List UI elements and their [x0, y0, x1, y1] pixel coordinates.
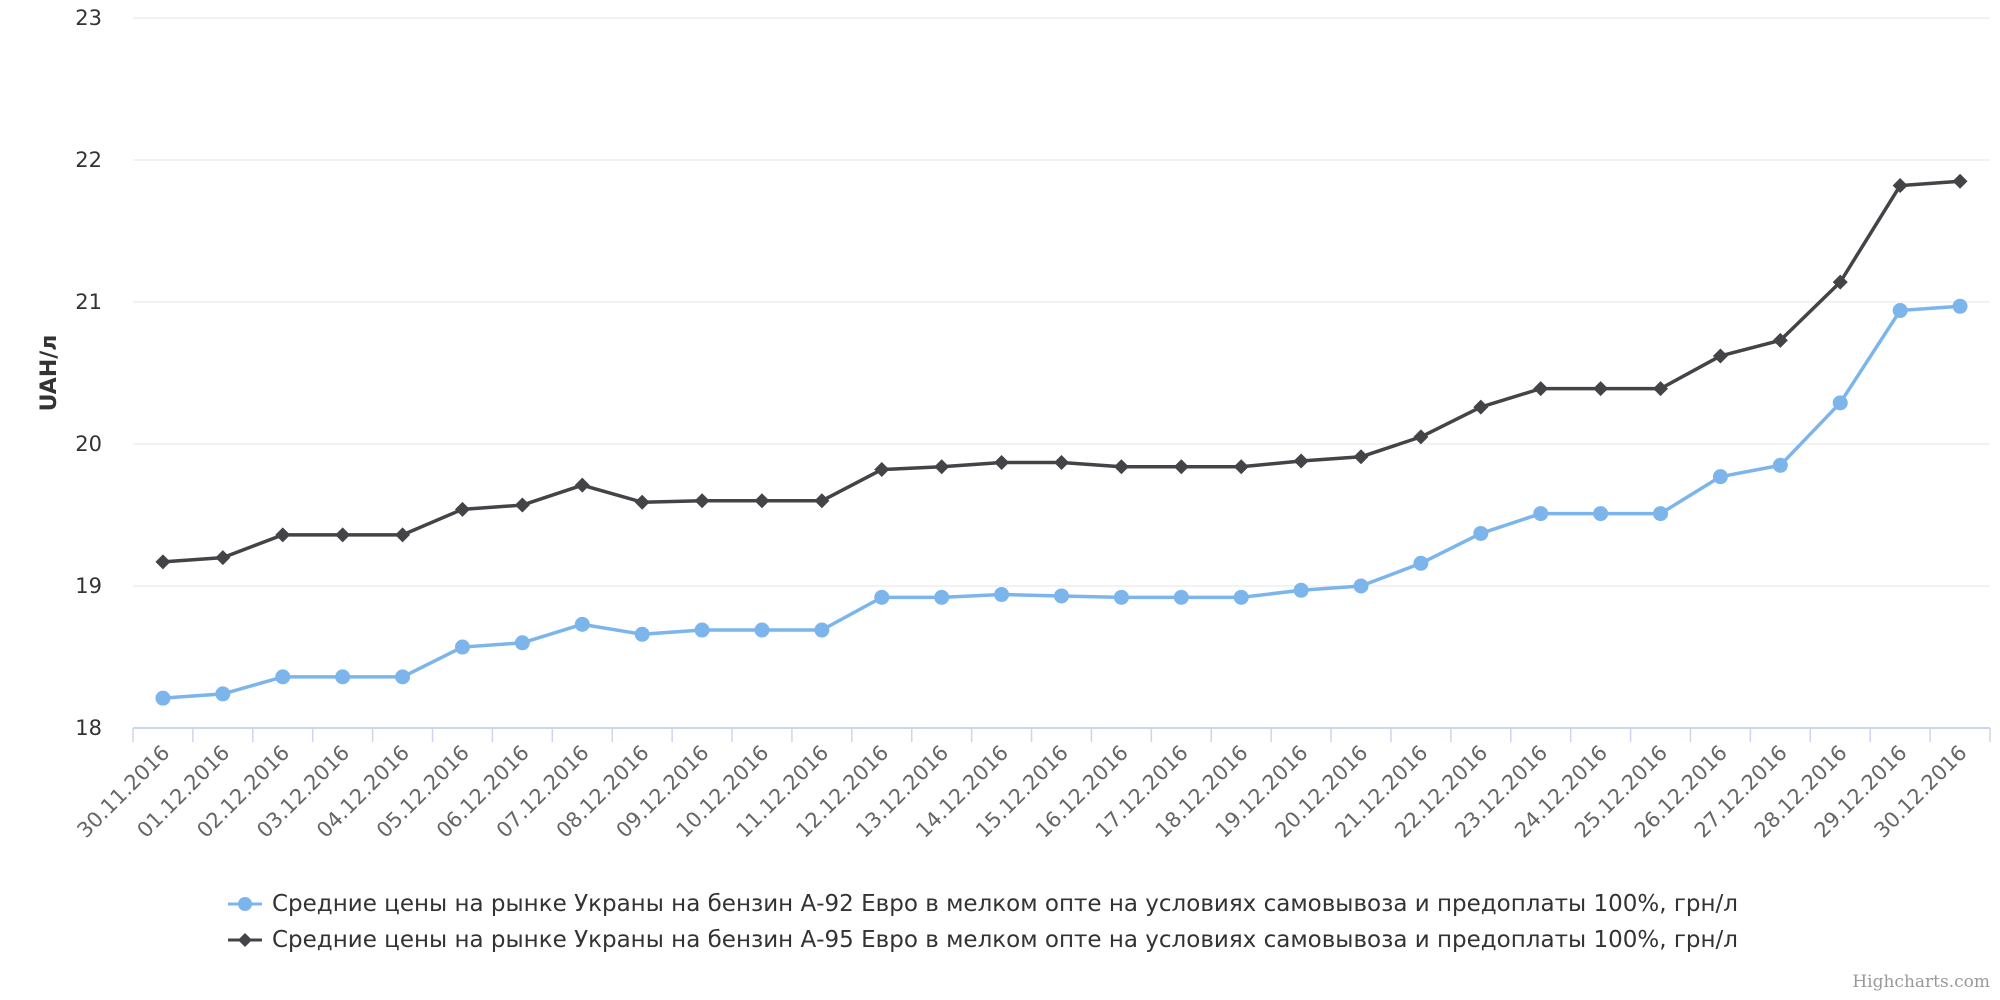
data-point	[1413, 429, 1429, 445]
data-point	[1892, 178, 1908, 194]
data-point	[454, 501, 470, 517]
data-point	[1113, 459, 1129, 475]
data-point	[275, 527, 291, 543]
legend-marker-diamond-icon	[228, 933, 262, 947]
data-point	[1832, 274, 1848, 290]
data-point	[814, 493, 830, 509]
data-point	[1233, 459, 1249, 475]
data-point	[454, 639, 470, 655]
data-point	[1653, 506, 1669, 522]
data-point	[1772, 457, 1788, 473]
data-point	[1533, 506, 1549, 522]
y-tick-label: 18	[75, 716, 102, 740]
data-point	[1892, 303, 1908, 319]
data-point	[754, 622, 770, 638]
data-point	[275, 669, 291, 685]
data-point	[874, 589, 890, 605]
data-point	[574, 616, 590, 632]
legend: Средние цены на рынке Украны на бензин А…	[228, 886, 1738, 958]
legend-item-a95[interactable]: Средние цены на рынке Украны на бензин А…	[228, 922, 1738, 958]
series-line	[161, 304, 1962, 700]
data-point	[1473, 525, 1489, 541]
data-point	[1533, 381, 1549, 397]
data-point	[1353, 578, 1369, 594]
legend-item-a92[interactable]: Средние цены на рынке Украны на бензин А…	[228, 886, 1738, 922]
data-point	[934, 589, 950, 605]
x-axis: 30.11.201601.12.201602.12.201603.12.2016…	[72, 727, 1991, 843]
data-point	[994, 587, 1010, 603]
y-tick-label: 19	[75, 574, 102, 598]
data-point	[1712, 469, 1728, 485]
data-point	[1293, 582, 1309, 598]
data-point	[1952, 298, 1968, 314]
data-point	[1712, 348, 1728, 364]
data-point	[514, 635, 530, 651]
data-point	[514, 497, 530, 513]
data-point	[1772, 332, 1788, 348]
y-tick-label: 23	[75, 6, 102, 30]
data-point	[335, 527, 351, 543]
data-point	[1173, 459, 1189, 475]
data-point	[215, 686, 231, 702]
data-point	[754, 493, 770, 509]
data-point	[1952, 173, 1968, 189]
data-point	[634, 626, 650, 642]
data-point	[1473, 399, 1489, 415]
data-point	[1593, 381, 1609, 397]
y-axis: 18 19 20 21 22 23 UAH/л	[37, 6, 102, 740]
data-point	[1173, 589, 1189, 605]
data-point	[1233, 589, 1249, 605]
legend-label-a92: Средние цены на рынке Украны на бензин А…	[272, 891, 1739, 917]
data-point	[1653, 381, 1669, 397]
data-point	[155, 554, 171, 570]
data-point	[395, 527, 411, 543]
data-point	[395, 669, 411, 685]
data-point	[874, 462, 890, 478]
data-point	[574, 477, 590, 493]
data-point	[1832, 395, 1848, 411]
data-point	[1113, 589, 1129, 605]
series-line	[161, 179, 1962, 564]
series-0	[155, 298, 1968, 706]
data-point	[694, 622, 710, 638]
y-tick-label: 20	[75, 432, 102, 456]
y-tick-label: 21	[75, 290, 102, 314]
y-axis-title: UAH/л	[37, 335, 62, 412]
data-point	[634, 494, 650, 510]
y-tick-label: 22	[75, 148, 102, 172]
data-point	[215, 550, 231, 566]
data-point	[155, 690, 171, 706]
data-point	[934, 459, 950, 475]
data-point	[1293, 453, 1309, 469]
grid-lines	[133, 17, 1990, 587]
data-point	[1593, 506, 1609, 522]
data-point	[694, 493, 710, 509]
data-point	[1054, 454, 1069, 470]
data-point	[1413, 555, 1429, 571]
data-point	[1353, 449, 1369, 465]
credits-link[interactable]: Highcharts.com	[1852, 972, 1990, 992]
series-1	[155, 173, 1968, 570]
data-point	[335, 669, 351, 685]
legend-label-a95: Средние цены на рынке Украны на бензин А…	[272, 927, 1739, 953]
data-point	[814, 622, 830, 638]
data-point	[1054, 588, 1069, 604]
series-layer	[155, 173, 1968, 706]
data-point	[994, 454, 1010, 470]
legend-marker-circle-icon	[228, 897, 262, 911]
